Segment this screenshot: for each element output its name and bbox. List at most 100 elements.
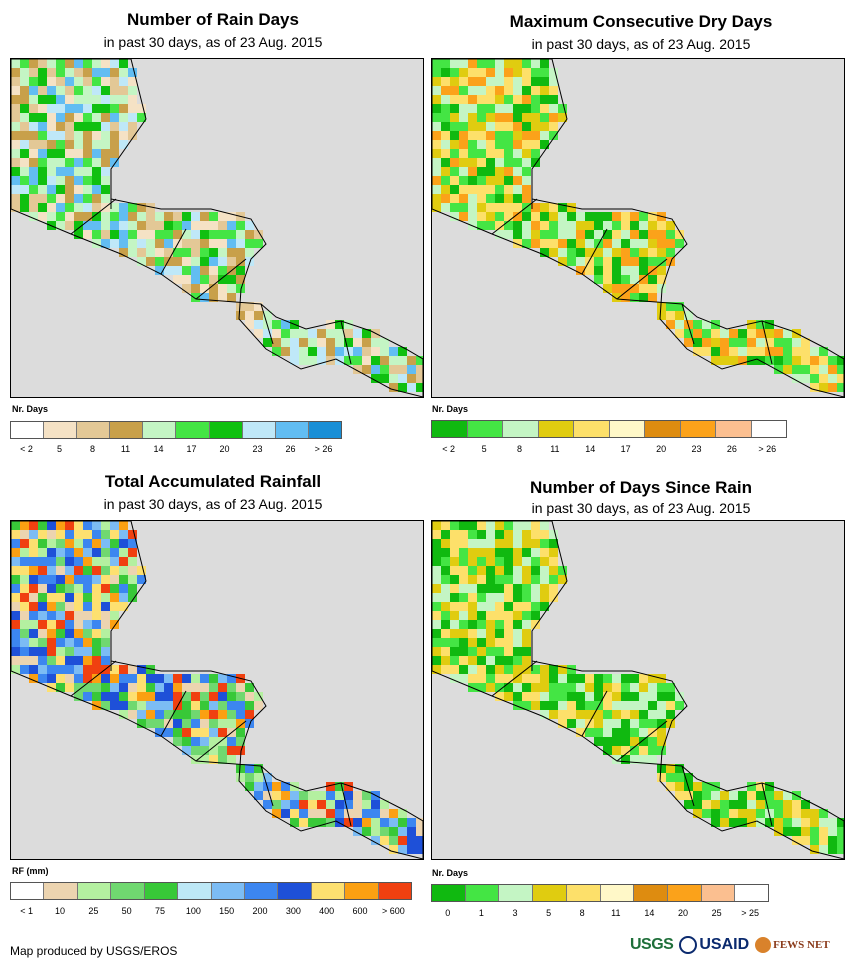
grid-cell xyxy=(191,692,200,701)
grid-cell xyxy=(558,113,567,122)
grid-cell xyxy=(513,557,522,566)
grid-cell xyxy=(11,620,20,629)
grid-cell xyxy=(65,638,74,647)
grid-cell xyxy=(585,212,594,221)
grid-cell xyxy=(468,131,477,140)
legend-label: 1 xyxy=(478,908,484,918)
grid-cell xyxy=(335,791,344,800)
grid-cell xyxy=(837,818,844,827)
grid-cell xyxy=(657,239,666,248)
legend-label: 5 xyxy=(481,444,487,454)
grid-cell xyxy=(200,683,209,692)
grid-cell xyxy=(11,611,20,620)
grid-cell xyxy=(326,329,335,338)
grid-cell xyxy=(639,746,648,755)
grid-cell xyxy=(486,59,495,68)
legend-label: 75 xyxy=(154,906,166,916)
legend-swatch xyxy=(77,422,111,438)
grid-cell xyxy=(65,584,74,593)
grid-cell xyxy=(218,701,227,710)
grid-cell xyxy=(531,593,540,602)
grid-cell xyxy=(65,548,74,557)
grid-cell xyxy=(155,221,164,230)
grid-cell xyxy=(74,185,83,194)
grid-cell xyxy=(630,293,639,302)
grid-cell xyxy=(272,800,281,809)
grid-cell xyxy=(468,647,477,656)
grid-cell xyxy=(702,791,711,800)
grid-cell xyxy=(11,95,20,104)
coastline xyxy=(11,521,423,859)
grid-cell xyxy=(801,374,810,383)
grid-cell xyxy=(227,737,236,746)
grid-cell xyxy=(585,674,594,683)
grid-cell xyxy=(486,611,495,620)
grid-cell xyxy=(182,710,191,719)
grid-cell xyxy=(20,638,29,647)
legend-labels: < 1 10 25 50 75 100 150 200 300 400 600 > 600 xyxy=(10,906,410,918)
grid-cell xyxy=(477,557,486,566)
grid-cell xyxy=(65,113,74,122)
grid-cell xyxy=(173,230,182,239)
grid-cell xyxy=(119,566,128,575)
grid-cell xyxy=(110,113,119,122)
grid-cell xyxy=(272,338,281,347)
grid-cell xyxy=(612,674,621,683)
grid-cell xyxy=(407,374,416,383)
grid-cell xyxy=(263,791,272,800)
grid-cell xyxy=(83,692,92,701)
grid-cell xyxy=(389,818,398,827)
grid-cell xyxy=(38,674,47,683)
grid-cell xyxy=(83,548,92,557)
grid-cell xyxy=(308,818,317,827)
grid-cell xyxy=(549,665,558,674)
grid-cell xyxy=(38,113,47,122)
grid-cell xyxy=(468,149,477,158)
grid-cell xyxy=(783,827,792,836)
grid-cell xyxy=(353,800,362,809)
grid-cell xyxy=(29,575,38,584)
grid-cell xyxy=(47,140,56,149)
grid-cell xyxy=(432,665,441,674)
grid-cell xyxy=(441,68,450,77)
grid-cell xyxy=(693,800,702,809)
grid-cell xyxy=(450,140,459,149)
grid-cell xyxy=(299,338,308,347)
grid-cell xyxy=(549,239,558,248)
grid-cell xyxy=(522,131,531,140)
grid-cell xyxy=(362,347,371,356)
grid-cell xyxy=(92,557,101,566)
grid-cell xyxy=(837,365,844,374)
grid-cell xyxy=(459,647,468,656)
country-border xyxy=(761,320,773,365)
grid-cell xyxy=(146,230,155,239)
grid-cell xyxy=(819,383,828,392)
panel-days-since-rain: Number of Days Since Rain in past 30 day… xyxy=(428,470,854,940)
grid-cell xyxy=(639,239,648,248)
grid-cell xyxy=(774,809,783,818)
usaid-wordmark: USAID xyxy=(699,936,750,953)
grid-cell xyxy=(531,584,540,593)
grid-cell xyxy=(432,620,441,629)
grid-cell xyxy=(531,674,540,683)
grid-cell xyxy=(290,818,299,827)
grid-cell xyxy=(774,800,783,809)
grid-cell xyxy=(513,59,522,68)
grid-cell xyxy=(594,710,603,719)
grid-cell xyxy=(227,257,236,266)
grid-cell xyxy=(630,212,639,221)
grid-cell xyxy=(65,95,74,104)
grid-cell xyxy=(128,593,137,602)
grid-cell xyxy=(56,575,65,584)
grid-cell xyxy=(468,548,477,557)
grid-cell xyxy=(495,203,504,212)
grid-cell xyxy=(416,836,423,845)
grid-cell xyxy=(450,530,459,539)
grid-cell xyxy=(522,647,531,656)
grid-cell xyxy=(65,620,74,629)
grid-cell xyxy=(504,674,513,683)
grid-cell xyxy=(56,212,65,221)
grid-cell xyxy=(540,548,549,557)
grid-cell xyxy=(11,68,20,77)
grid-cell xyxy=(83,665,92,674)
